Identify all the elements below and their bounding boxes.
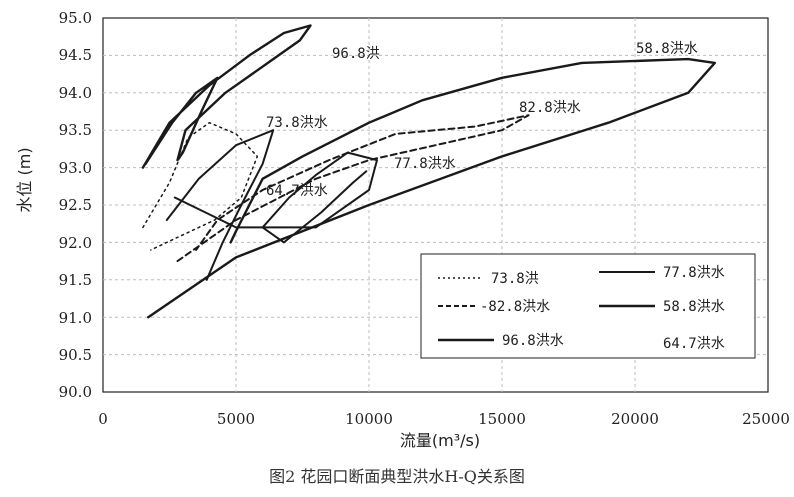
series-lines (141, 24, 716, 319)
series-line-6 (142, 121, 259, 251)
series-labels: 96.8洪 58.8洪水 82.8洪水 73.8洪水 77.8洪水 64.7洪水 (266, 41, 698, 199)
series-label-82-8: 82.8洪水 (519, 100, 581, 116)
x-tick-label-5: 25000 (742, 410, 790, 428)
x-tick-label-4: 20000 (611, 410, 659, 428)
x-tick-label-0: 0 (98, 410, 108, 428)
y-tick-label-4: 92.0 (59, 234, 92, 252)
legend-label-96-8: 96.8洪水 (502, 333, 564, 349)
y-tick-label-5: 92.5 (59, 196, 92, 214)
y-axis-title: 水位 (m) (15, 147, 34, 212)
svg-text:64.7洪水: 64.7洪水 (663, 336, 725, 352)
y-tick-label-7: 93.5 (59, 121, 92, 139)
svg-text:93.5: 93.5 (59, 121, 92, 139)
svg-text:73.8洪: 73.8洪 (491, 271, 539, 287)
series-label-64-7: 64.7洪水 (266, 183, 328, 199)
legend-label-58-8: 58.8洪水 (663, 299, 725, 315)
svg-text:90.5: 90.5 (59, 346, 92, 364)
legend-label-77-8: 77.8洪水 (663, 265, 725, 281)
svg-text:92.0: 92.0 (59, 234, 92, 252)
svg-text:图2 花园口断面典型洪水H-Q关系图: 图2 花园口断面典型洪水H-Q关系图 (269, 467, 525, 486)
svg-text:77.8洪水: 77.8洪水 (394, 156, 456, 172)
series-line-5 (176, 114, 530, 263)
y-tick-label-9: 94.5 (59, 46, 92, 64)
svg-text:20000: 20000 (611, 410, 659, 428)
svg-text:25000: 25000 (742, 410, 790, 428)
svg-text:96.8洪水: 96.8洪水 (502, 333, 564, 349)
svg-text:82.8洪水: 82.8洪水 (519, 100, 581, 116)
legend-label-82-8: -82.8洪水 (480, 299, 550, 315)
series-line-3 (173, 151, 378, 244)
legend-label-64-7: 64.7洪水 (663, 336, 725, 352)
svg-text:58.8洪水: 58.8洪水 (636, 41, 698, 57)
svg-text:58.8洪水: 58.8洪水 (663, 299, 725, 315)
svg-text:流量(m³/s): 流量(m³/s) (400, 431, 480, 450)
svg-text:93.0: 93.0 (59, 159, 92, 177)
y-tick-label-3: 91.5 (59, 271, 92, 289)
series-label-73-8: 73.8洪水 (266, 115, 328, 131)
svg-text:10000: 10000 (345, 410, 393, 428)
svg-text:90.0: 90.0 (59, 383, 92, 401)
svg-text:91.5: 91.5 (59, 271, 92, 289)
x-axis: 0 5000 10000 15000 20000 25000 流量(m³/s) (98, 410, 790, 450)
y-tick-label-1: 90.5 (59, 346, 92, 364)
y-axis: 90.0 90.5 91.0 91.5 92.0 92.5 93.0 93.5 … (15, 9, 92, 401)
series-line-2 (141, 24, 312, 169)
svg-text:94.5: 94.5 (59, 46, 92, 64)
y-tick-label-2: 91.0 (59, 309, 92, 327)
y-tick-label-6: 93.0 (59, 159, 92, 177)
svg-text:95.0: 95.0 (59, 9, 92, 27)
legend-label-73-8: 73.8洪 (491, 271, 539, 287)
svg-text:水位 (m): 水位 (m) (15, 147, 34, 212)
svg-text:94.0: 94.0 (59, 84, 92, 102)
series-label-96-8: 96.8洪 (332, 46, 380, 62)
x-tick-label-2: 10000 (345, 410, 393, 428)
svg-text:92.5: 92.5 (59, 196, 92, 214)
x-axis-title: 流量(m³/s) (400, 431, 480, 450)
svg-text:91.0: 91.0 (59, 309, 92, 327)
series-label-58-8: 58.8洪水 (636, 41, 698, 57)
svg-text:15000: 15000 (478, 410, 526, 428)
y-tick-label-0: 90.0 (59, 383, 92, 401)
svg-text:96.8洪: 96.8洪 (332, 46, 380, 62)
svg-text:-82.8洪水: -82.8洪水 (480, 299, 550, 315)
svg-text:64.7洪水: 64.7洪水 (266, 183, 328, 199)
svg-text:77.8洪水: 77.8洪水 (663, 265, 725, 281)
series-label-77-8: 77.8洪水 (394, 156, 456, 172)
y-tick-label-10: 95.0 (59, 9, 92, 27)
figure-caption: 图2 花园口断面典型洪水H-Q关系图 (269, 467, 525, 486)
svg-text:0: 0 (98, 410, 108, 428)
y-tick-label-8: 94.0 (59, 84, 92, 102)
x-tick-label-3: 15000 (478, 410, 526, 428)
series-line-4 (165, 129, 275, 281)
svg-text:5000: 5000 (217, 410, 255, 428)
series-line-1 (146, 57, 716, 319)
x-tick-label-1: 5000 (217, 410, 255, 428)
svg-text:73.8洪水: 73.8洪水 (266, 115, 328, 131)
legend: 73.8洪 77.8洪水 -82.8洪水 58.8洪水 96.8洪水 64.7洪… (420, 253, 756, 359)
